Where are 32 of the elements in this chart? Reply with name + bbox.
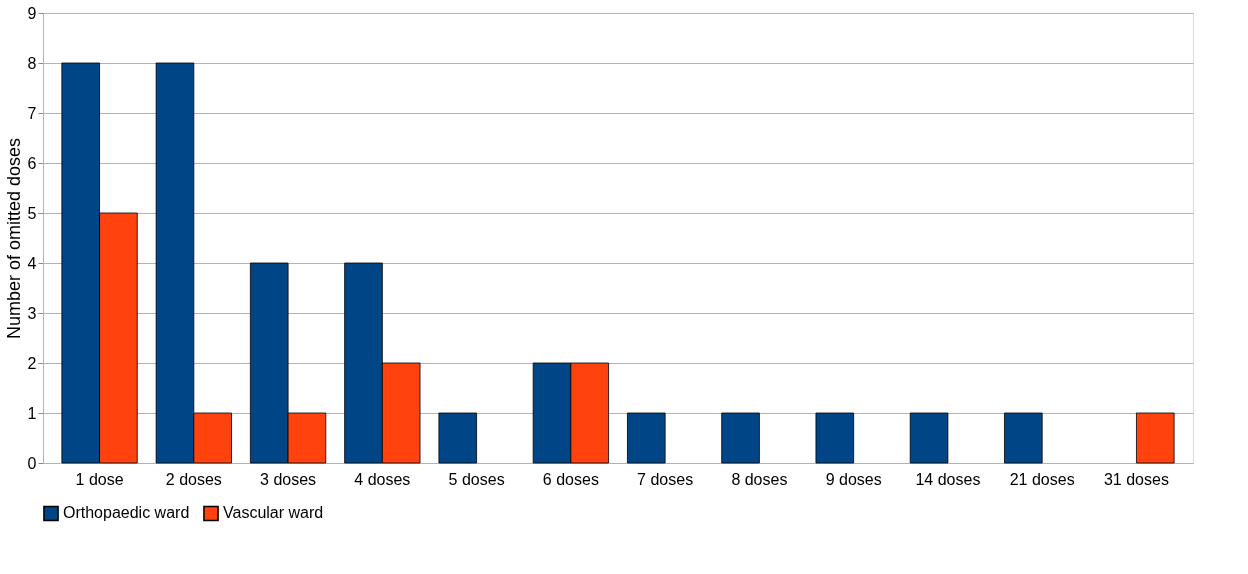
x-tick-label: 31 doses — [1103, 470, 1169, 488]
legend-label: Vascular ward — [223, 504, 324, 522]
x-tick-label: 3 doses — [260, 470, 317, 488]
y-axis-title: Number of omitted doses — [3, 137, 24, 340]
y-tick-label: 6 — [27, 154, 37, 172]
bar — [815, 412, 855, 464]
bar — [721, 412, 760, 464]
x-tick-label: 7 doses — [637, 470, 694, 488]
y-tick-label: 4 — [27, 254, 37, 272]
x-tick-label: 9 doses — [825, 470, 882, 488]
x-tick-label: 21 doses — [1009, 470, 1075, 488]
x-tick-label: 8 doses — [731, 470, 788, 488]
y-tick-label: 2 — [27, 354, 37, 372]
x-tick-label: 6 doses — [542, 470, 599, 488]
x-tick-label: 5 doses — [448, 470, 505, 488]
y-tick-label: 5 — [27, 204, 37, 222]
bar — [909, 412, 949, 464]
y-tick-label: 1 — [27, 404, 37, 422]
y-tick-label: 7 — [27, 104, 37, 122]
x-tick-label: 2 doses — [165, 470, 222, 488]
legend-label: Orthopaedic ward — [63, 504, 190, 522]
x-tick-label: 14 doses — [915, 470, 981, 488]
y-tick-label: 8 — [27, 54, 37, 72]
bar — [438, 412, 478, 464]
bar — [627, 412, 666, 464]
bar — [1136, 412, 1175, 464]
y-tick-label: 3 — [27, 304, 37, 322]
bar — [1004, 412, 1043, 464]
x-tick-label: 4 doses — [354, 470, 411, 488]
y-tick-label: 9 — [27, 4, 37, 22]
y-tick-label: 0 — [27, 454, 37, 472]
x-tick-label: 1 dose — [75, 470, 124, 488]
